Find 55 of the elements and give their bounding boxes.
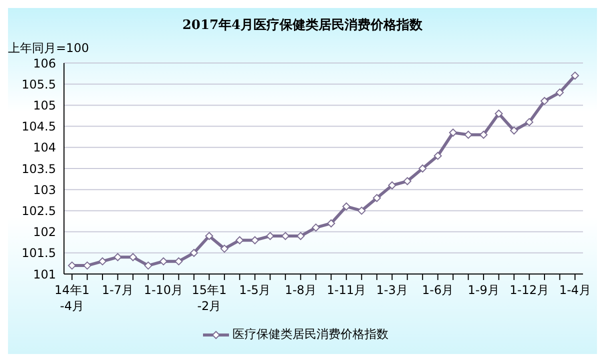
y-tick-label: 101	[33, 267, 56, 282]
point	[342, 202, 350, 210]
point	[556, 88, 564, 97]
y-tick-label: 103.5	[22, 162, 56, 176]
x-tick-label: 1-10月	[144, 283, 184, 297]
point	[510, 126, 518, 135]
x-tick-label: 15年1-2月	[192, 283, 227, 313]
y-tick-label: 105.5	[22, 77, 56, 92]
point	[571, 72, 579, 80]
x-tick-label: 1-6月	[422, 283, 454, 297]
x-tick-label: 1-4月	[559, 283, 591, 297]
x-tick-label: 1-7月	[102, 283, 134, 297]
point	[68, 262, 76, 270]
x-tick-label: 1-9月	[468, 283, 500, 297]
point	[205, 232, 214, 240]
x-tick-label: 1-3月	[376, 283, 408, 297]
y-tick-label: 104	[33, 140, 56, 155]
y-tick-label: 106	[33, 56, 56, 70]
point	[159, 257, 168, 266]
point	[98, 257, 106, 266]
y-tick-label: 104.5	[22, 120, 56, 134]
point	[83, 262, 92, 270]
point	[418, 164, 427, 172]
y-tick-label: 102	[33, 225, 56, 240]
legend-label: 医疗保健类居民消费价格指数	[232, 326, 388, 343]
point	[296, 232, 305, 240]
point	[174, 257, 183, 266]
point	[220, 244, 228, 253]
point	[464, 130, 472, 139]
point	[525, 118, 534, 126]
point	[480, 130, 488, 139]
point	[403, 177, 412, 186]
y-tick-label: 105	[33, 98, 56, 112]
x-tick-label: 1-8月	[284, 283, 316, 297]
x-tick-label: 1-11月	[326, 283, 366, 297]
point	[372, 194, 381, 202]
point	[312, 224, 320, 232]
point	[114, 253, 122, 262]
point	[358, 206, 366, 215]
x-tick-label: 1-12月	[510, 283, 549, 297]
point	[144, 262, 152, 270]
y-tick-label: 103	[33, 182, 56, 197]
x-tick-label: 14年1-4月	[54, 283, 90, 313]
chart-title: 2017年4月医疗保健类居民消费价格指数	[181, 16, 424, 34]
point	[434, 152, 442, 160]
point	[190, 248, 198, 257]
point	[388, 181, 396, 190]
y-tick-label: 101.5	[22, 246, 56, 260]
point	[327, 219, 336, 228]
x-tick-label: 1-5月	[239, 283, 271, 297]
point	[540, 96, 549, 105]
point	[449, 128, 458, 137]
y-axis-title: 上年同月=100	[8, 40, 89, 57]
y-tick-label: 102.5	[22, 204, 56, 218]
point	[494, 110, 503, 118]
